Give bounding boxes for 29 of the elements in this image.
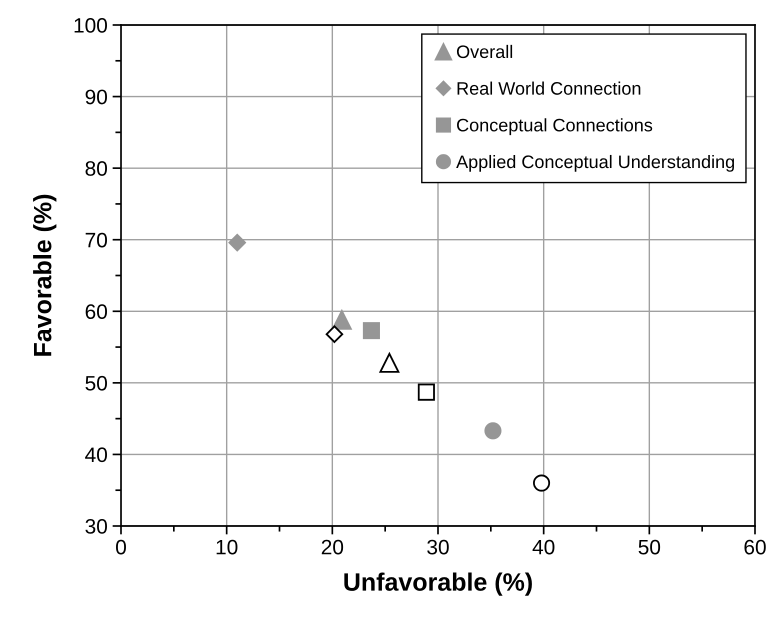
- point: [418, 384, 435, 401]
- x-tick-label: 30: [427, 540, 449, 554]
- legend-label: Overall: [456, 44, 512, 58]
- y-tick-label: 60: [86, 304, 107, 320]
- x-tick-label: 20: [322, 540, 344, 554]
- y-tick-label: 50: [85, 376, 107, 391]
- point: [326, 325, 344, 343]
- point: [228, 234, 246, 252]
- y-tick-label: 40: [85, 447, 107, 462]
- point: [533, 474, 550, 492]
- y-tick-label: 80: [86, 161, 107, 176]
- y-tick-label: 70: [86, 232, 107, 248]
- point: [362, 322, 380, 340]
- x-tick-label: 40: [532, 540, 554, 554]
- legend-label: Conceptual Connections: [457, 118, 652, 136]
- point: [484, 422, 502, 440]
- y-tick-label: 100: [74, 18, 107, 33]
- legend-label: Applied Conceptual Understanding: [456, 154, 734, 172]
- y-tick-label: 90: [86, 90, 107, 104]
- y-axis-title: Favorable (%): [33, 194, 56, 356]
- y-tick-label: 30: [85, 519, 107, 534]
- x-axis-title: Unfavorable (%): [344, 572, 532, 596]
- x-tick-label: 60: [744, 540, 766, 554]
- x-tick-label: 0: [116, 540, 126, 554]
- point: [379, 352, 400, 373]
- legend-label: Real World Connection: [458, 82, 640, 95]
- point: [332, 310, 352, 330]
- x-tick-label: 50: [638, 540, 660, 554]
- x-tick-label: 10: [216, 540, 238, 554]
